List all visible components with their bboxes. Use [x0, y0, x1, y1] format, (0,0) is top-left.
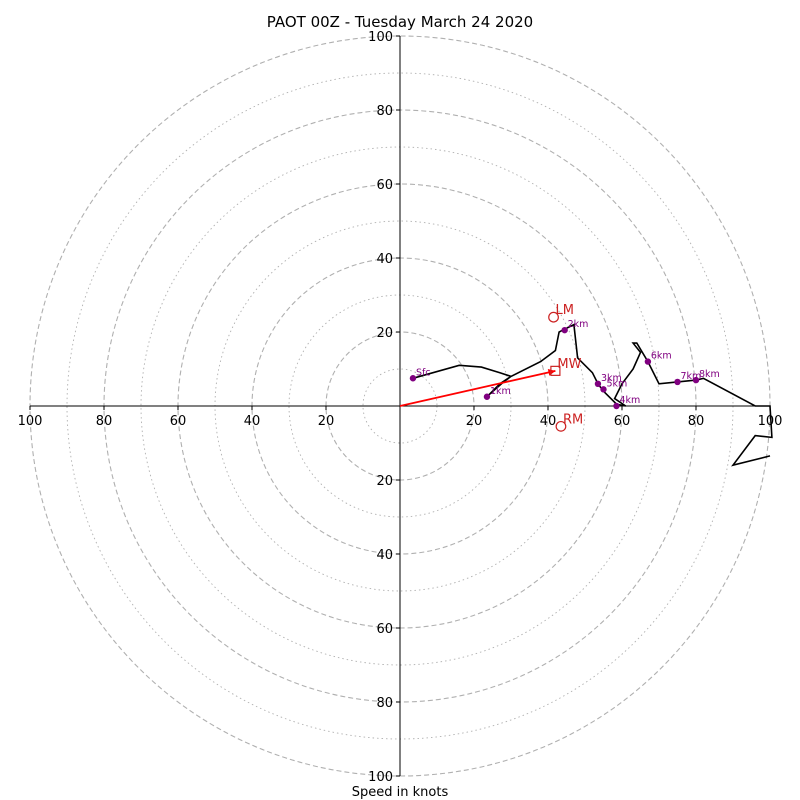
chart-title: PAOT 00Z - Tuesday March 24 2020 [267, 13, 533, 31]
height-label-7km: 7km [681, 371, 702, 382]
x-tick-label: 80 [688, 414, 705, 429]
x-axis-label: Speed in knots [352, 785, 449, 800]
height-label-3km: 3km [601, 373, 622, 384]
x-tick-label: 20 [466, 414, 483, 429]
mean-wind-vector [399, 369, 556, 407]
height-marker-6km [644, 358, 652, 365]
hodograph-trace-layer [412, 323, 773, 467]
storm-label-rm: RM [563, 412, 583, 427]
x-tick-label: 100 [758, 414, 783, 429]
storm-motion-markers: LM MW RM [548, 303, 583, 432]
y-tick-label: 40 [376, 252, 393, 267]
height-label-2km: 2km [568, 319, 589, 330]
hodograph-trace [412, 323, 773, 467]
tick-labels: 100 100 80 80 60 60 40 40 20 20 20 20 40 40 60 60 80 80 10… [18, 30, 783, 785]
mean-wind-vector-layer [399, 368, 556, 407]
height-marker-5km [600, 386, 607, 393]
y-tick-label: 60 [376, 622, 393, 637]
y-tick-label: 80 [376, 696, 393, 711]
x-tick-label: 100 [18, 414, 43, 429]
height-label-sfc: Sfc [416, 367, 431, 378]
height-marker-8km [692, 376, 700, 384]
y-tick-label: 20 [376, 474, 393, 489]
x-tick-label: 40 [244, 414, 261, 429]
height-marker-7km [674, 378, 681, 386]
height-marker-3km [594, 380, 602, 387]
storm-marker-lm [548, 311, 559, 323]
height-marker-sfc [409, 375, 417, 382]
storm-marker-rm [555, 420, 567, 432]
mean-wind-arrowhead [547, 368, 556, 376]
x-tick-label: 20 [318, 414, 335, 429]
height-label-6km: 6km [651, 351, 672, 362]
height-label-4km: 4km [619, 395, 640, 406]
height-marker-4km [613, 402, 620, 410]
height-label-8km: 8km [699, 369, 720, 380]
height-label-5km: 5km [607, 378, 628, 389]
y-tick-label: 80 [376, 104, 393, 119]
storm-label-mw: MW [557, 357, 581, 372]
x-tick-label: 60 [170, 414, 187, 429]
y-tick-label: 40 [376, 548, 393, 563]
x-tick-label: 80 [96, 414, 113, 429]
storm-marker-mw [550, 365, 561, 376]
x-tick-label: 60 [614, 414, 631, 429]
storm-label-lm: LM [556, 303, 574, 318]
y-tick-label: 20 [376, 326, 393, 341]
height-marker-2km [561, 326, 568, 334]
y-tick-label: 60 [376, 178, 393, 193]
y-tick-label: 100 [368, 770, 393, 785]
y-tick-label: 100 [368, 30, 393, 45]
height-label-1km: 1km [490, 386, 511, 397]
height-marker-1km [483, 393, 491, 400]
x-tick-label: 40 [540, 414, 557, 429]
